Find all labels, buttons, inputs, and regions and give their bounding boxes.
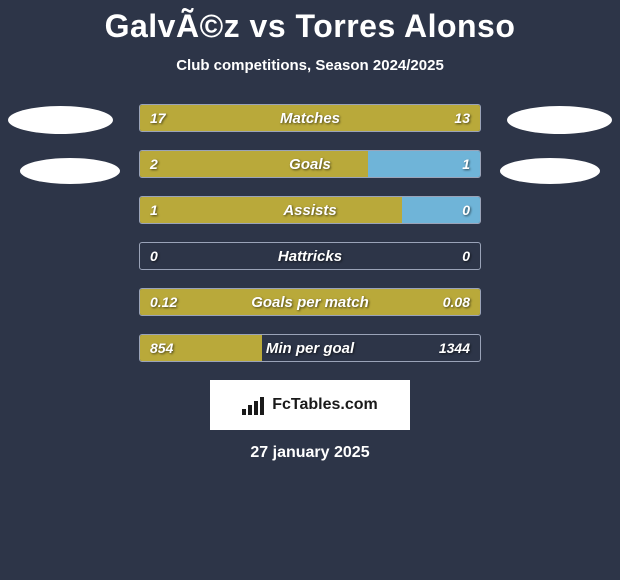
stat-value-left: 0	[140, 243, 168, 269]
bar-left	[140, 151, 368, 177]
stat-row: 8541344Min per goal	[139, 334, 481, 362]
bar-left	[140, 105, 480, 131]
stat-value-right: 1344	[429, 335, 480, 361]
stat-row: 21Goals	[139, 150, 481, 178]
generated-date: 27 january 2025	[250, 444, 369, 462]
bar-right	[402, 197, 480, 223]
bar-chart-icon	[242, 395, 266, 415]
stat-row: 0.120.08Goals per match	[139, 288, 481, 316]
bar-left	[140, 289, 480, 315]
stat-label: Hattricks	[140, 243, 480, 269]
stat-row: 0 0Hattricks	[139, 242, 481, 270]
stat-value-right: 0	[452, 243, 480, 269]
bar-right	[368, 151, 480, 177]
stat-row: 1713Matches	[139, 104, 481, 132]
stat-bars-list: 1713Matches 21Goals 10Assists 0 0Hattricks 0.…	[139, 104, 481, 362]
bar-left	[140, 197, 402, 223]
attribution-badge: FcTables.com	[210, 380, 410, 430]
comparison-card: GalvÃ©z vs Torres Alonso Club competitio…	[0, 0, 620, 462]
field-ellipse	[500, 158, 600, 184]
field-ellipse	[8, 106, 113, 134]
page-title: GalvÃ©z vs Torres Alonso	[105, 8, 516, 45]
page-subtitle: Club competitions, Season 2024/2025	[176, 57, 444, 74]
bar-left	[140, 335, 262, 361]
stat-row: 10Assists	[139, 196, 481, 224]
field-ellipse	[20, 158, 120, 184]
field-ellipse	[507, 106, 612, 134]
attribution-text: FcTables.com	[272, 396, 378, 414]
stats-area: 1713Matches 21Goals 10Assists 0 0Hattricks 0.…	[0, 104, 620, 362]
